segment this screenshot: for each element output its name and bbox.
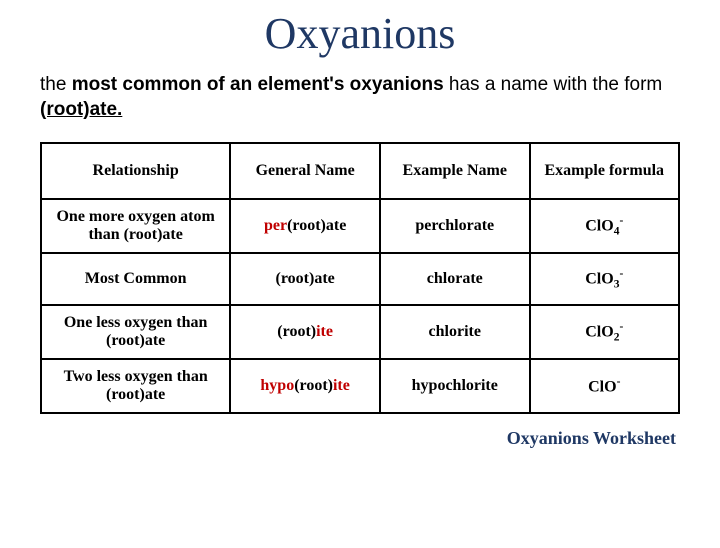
table-row: Most Common(root)atechlorateClO3- bbox=[41, 253, 679, 305]
cell-relationship: One less oxygen than (root)ate bbox=[41, 305, 230, 359]
cell-formula: ClO- bbox=[530, 359, 679, 413]
cell-formula: ClO3- bbox=[530, 253, 679, 305]
cell-example-name: hypochlorite bbox=[380, 359, 530, 413]
cell-general-name: hypo(root)ite bbox=[230, 359, 380, 413]
cell-formula: ClO2- bbox=[530, 305, 679, 359]
header-example-formula: Example formula bbox=[530, 143, 679, 199]
header-relationship: Relationship bbox=[41, 143, 230, 199]
intro-prefix: the bbox=[40, 74, 72, 95]
cell-example-name: perchlorate bbox=[380, 199, 530, 253]
table-row: One more oxygen atom than (root)ateper(r… bbox=[41, 199, 679, 253]
table-row: One less oxygen than (root)ate(root)itec… bbox=[41, 305, 679, 359]
cell-general-name: (root)ite bbox=[230, 305, 380, 359]
table-body: One more oxygen atom than (root)ateper(r… bbox=[41, 199, 679, 413]
cell-relationship: Two less oxygen than (root)ate bbox=[41, 359, 230, 413]
intro-mid: has a name with the form bbox=[444, 74, 663, 95]
cell-example-name: chlorate bbox=[380, 253, 530, 305]
cell-general-name: (root)ate bbox=[230, 253, 380, 305]
cell-general-name: per(root)ate bbox=[230, 199, 380, 253]
cell-relationship: One more oxygen atom than (root)ate bbox=[41, 199, 230, 253]
footer-link: Oxyanions Worksheet bbox=[0, 428, 676, 449]
intro-underline: (root)ate. bbox=[40, 99, 122, 120]
cell-relationship: Most Common bbox=[41, 253, 230, 305]
cell-formula: ClO4- bbox=[530, 199, 679, 253]
header-example-name: Example Name bbox=[380, 143, 530, 199]
header-general: General Name bbox=[230, 143, 380, 199]
cell-example-name: chlorite bbox=[380, 305, 530, 359]
intro-text: the most common of an element's oxyanion… bbox=[40, 73, 680, 122]
intro-bold: most common of an element's oxyanions bbox=[72, 74, 444, 95]
oxyanions-table: Relationship General Name Example Name E… bbox=[40, 142, 680, 414]
table-row: Two less oxygen than (root)atehypo(root)… bbox=[41, 359, 679, 413]
table-header-row: Relationship General Name Example Name E… bbox=[41, 143, 679, 199]
page-title: Oxyanions bbox=[0, 8, 720, 59]
